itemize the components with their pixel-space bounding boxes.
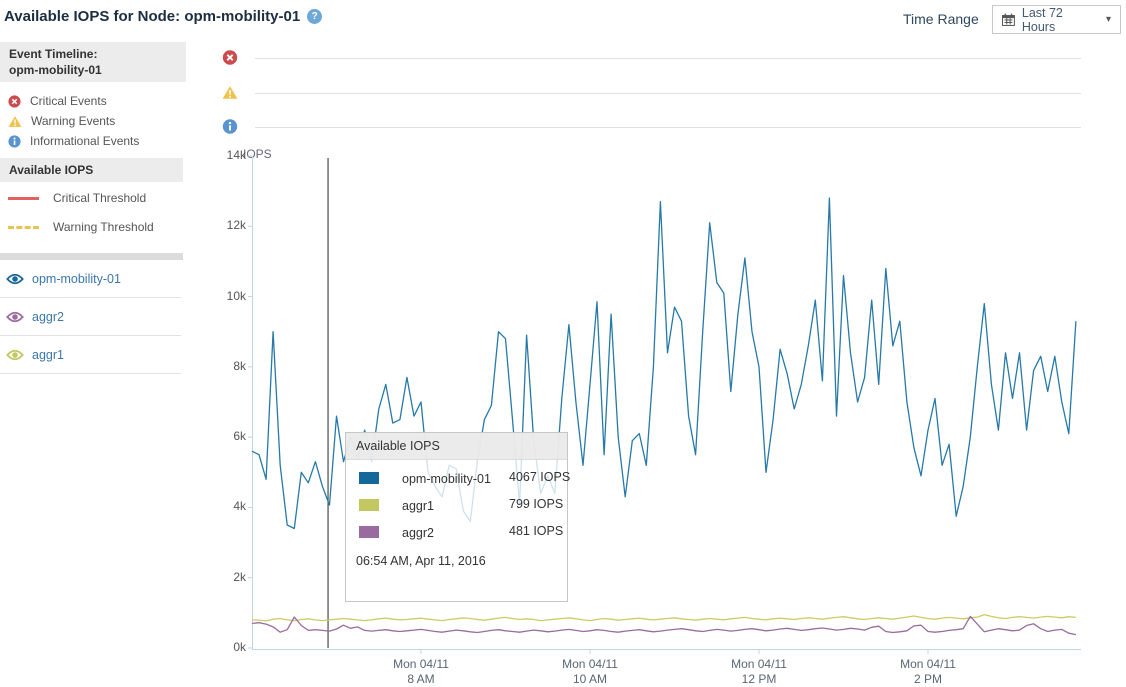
tooltip-row-opm-mobility-01: opm-mobility-01 4067 IOPS: [359, 470, 570, 488]
y-tick-label: 10k: [226, 288, 246, 303]
series-value: 799 IOPS: [509, 497, 564, 512]
eye-icon[interactable]: [6, 311, 24, 323]
critical-events-lane: [255, 58, 1081, 59]
warning-threshold-legend: Warning Threshold: [0, 214, 187, 240]
sidebar-item-aggr2[interactable]: aggr2: [0, 298, 181, 336]
sidebar-item-label: aggr2: [32, 309, 64, 324]
time-range-value: Last 72 Hours: [1021, 5, 1063, 34]
warning-threshold-label: Warning Threshold: [53, 220, 154, 234]
info-event-icon: [8, 134, 21, 148]
series-line-opm-mobility-01: [251, 197, 1077, 530]
series-swatch: [359, 526, 379, 539]
critical-threshold-label: Critical Threshold: [53, 191, 147, 205]
time-range-dropdown[interactable]: Last 72 Hours ▾: [992, 5, 1121, 34]
series-name: aggr2: [402, 526, 434, 541]
series-value: 481 IOPS: [509, 524, 564, 539]
y-tick-label: 4k: [233, 499, 246, 514]
critical-threshold-swatch: [8, 196, 39, 200]
chart-tooltip: Available IOPS opm-mobility-01 4067 IOPS…: [345, 432, 570, 602]
event-timeline-node: opm-mobility-01: [9, 63, 102, 77]
series-swatch: [359, 499, 379, 512]
tooltip-row-aggr1: aggr1 799 IOPS: [359, 497, 563, 515]
sidebar-item-aggr1[interactable]: aggr1: [0, 336, 181, 374]
y-axis-label: IOPS: [243, 147, 272, 161]
tooltip-row-aggr2: aggr2 481 IOPS: [359, 524, 563, 542]
info-events-lane-icon: [222, 119, 238, 134]
critical-events-lane-icon: [222, 50, 238, 65]
legend-critical-label: Critical Events: [30, 94, 107, 108]
tooltip-timestamp: 06:54 AM, Apr 11, 2016: [356, 554, 486, 569]
y-tick-label: 6k: [233, 429, 246, 444]
time-range-label: Time Range: [903, 11, 979, 27]
sidebar: Event Timeline: opm-mobility-01 Critical…: [0, 42, 187, 374]
series-line-aggr2: [251, 615, 1077, 636]
calendar-icon: [1002, 13, 1015, 26]
event-legend: Critical Events Warning Events Informati…: [0, 91, 187, 151]
warning-events-lane-icon: [222, 86, 238, 99]
sidebar-item-label: opm-mobility-01: [32, 271, 121, 286]
eye-icon[interactable]: [6, 273, 24, 285]
series-name: aggr1: [402, 499, 434, 514]
warning-threshold-swatch: [8, 225, 39, 229]
eye-icon[interactable]: [6, 349, 24, 361]
y-tick-label: 2k: [233, 569, 246, 584]
legend-warning-label: Warning Events: [31, 114, 116, 128]
series-swatch: [359, 472, 379, 484]
event-timeline-header: Event Timeline: opm-mobility-01: [0, 42, 186, 82]
critical-event-icon: [8, 94, 21, 108]
sidebar-divider: [0, 253, 183, 260]
critical-threshold-legend: Critical Threshold: [0, 185, 187, 211]
y-tick-label: 8k: [233, 358, 246, 373]
y-tick-label: 12k: [226, 218, 246, 233]
warning-events-lane: [255, 93, 1081, 94]
series-value: 4067 IOPS: [509, 470, 571, 484]
legend-critical-events: Critical Events: [0, 91, 187, 111]
x-tick-label: Mon 04/11 2 PM: [900, 657, 956, 686]
x-tick-label: Mon 04/11 8 AM: [393, 657, 449, 686]
page-title-text: Available IOPS for Node: opm-mobility-01: [4, 8, 301, 25]
legend-warning-events: Warning Events: [0, 111, 187, 131]
x-tick-label: Mon 04/11 12 PM: [731, 657, 787, 686]
sidebar-item-opm-mobility-01[interactable]: opm-mobility-01: [0, 260, 181, 298]
info-events-lane: [255, 127, 1081, 128]
y-tick-label: 0k: [233, 640, 246, 654]
sidebar-item-label: aggr1: [32, 347, 64, 362]
x-tick-label: Mon 04/11 10 AM: [562, 657, 618, 686]
available-iops-header: Available IOPS: [0, 158, 183, 182]
legend-info-events: Informational Events: [0, 131, 187, 151]
chevron-down-icon: ▾: [1105, 14, 1111, 25]
page-title: Available IOPS for Node: opm-mobility-01…: [4, 8, 323, 25]
event-timeline-title: Event Timeline:: [9, 47, 98, 61]
help-icon[interactable]: ?: [307, 9, 323, 24]
legend-info-label: Informational Events: [30, 134, 140, 148]
y-tick-label: 14k: [226, 148, 246, 162]
warning-event-icon: [8, 115, 22, 127]
series-line-aggr1: [251, 613, 1076, 622]
tooltip-title: Available IOPS: [346, 433, 567, 460]
series-name: opm-mobility-01: [402, 472, 491, 486]
